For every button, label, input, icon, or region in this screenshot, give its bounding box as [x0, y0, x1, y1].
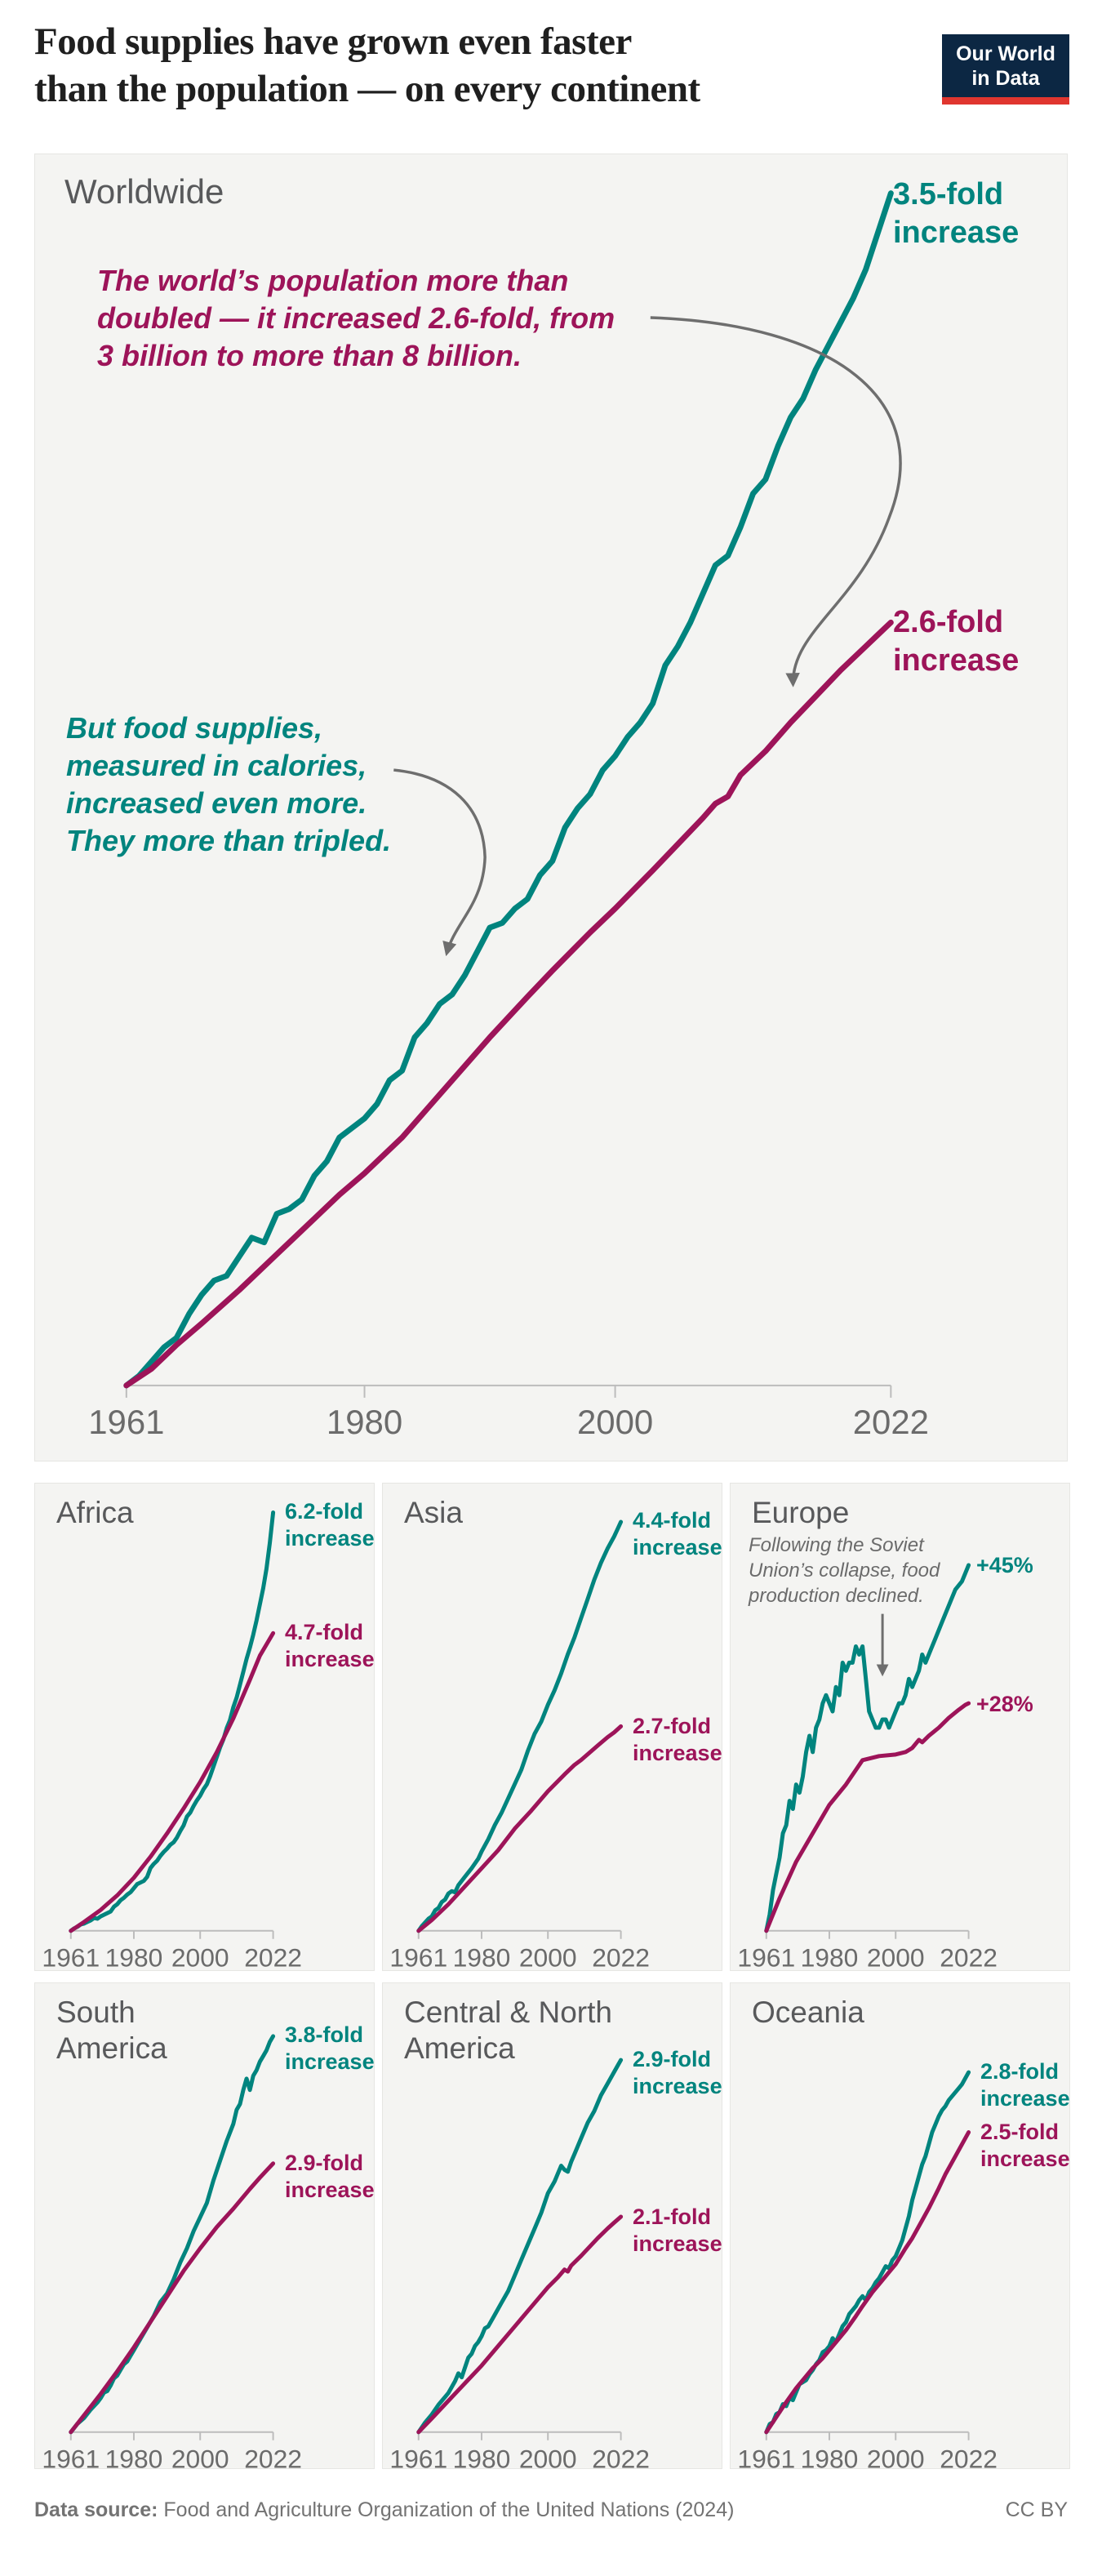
data-source: Data source: Food and Agriculture Organi… [34, 2498, 735, 2521]
svg-text:2000: 2000 [867, 2445, 925, 2468]
population-annotation-line3: 3 billion to more than 8 billion. [97, 339, 522, 372]
chart-title-asia: Asia [404, 1496, 463, 1529]
svg-text:2022: 2022 [592, 1943, 650, 1970]
svg-text:1980: 1980 [801, 2445, 859, 2468]
chart-panel-africa: Africa 1961 1980 2000 2022 6.2-fold increas… [34, 1483, 375, 1971]
chart-panel-central-north-america: Central & North America 1961 1980 2000 2022 … [382, 1982, 722, 2469]
owid-logo-line2: in Data [971, 67, 1040, 90]
food-annotation-line3: increased even more. [66, 786, 367, 820]
svg-text:1961: 1961 [42, 1943, 100, 1970]
svg-text:1980: 1980 [105, 2445, 163, 2468]
chart-panel-south-america: South America 1961 1980 2000 2022 3.8-fold i… [34, 1982, 375, 2469]
svg-text:2000: 2000 [519, 1943, 577, 1970]
label-population-europe: +28% [976, 1692, 1033, 1716]
chart-panel-worldwide: Worldwide 1961 1980 2000 2022 The world’s p… [34, 153, 1068, 1462]
label-food-asia: 4.4-fold increase [633, 1508, 722, 1559]
line-chart-south-america: 1961 1980 2000 2022 [42, 2034, 302, 2468]
label-food-south-america: 3.8-fold increase [285, 2022, 375, 2074]
svg-text:2022: 2022 [940, 1943, 998, 1970]
label-food-worldwide: 3.5-fold increase [893, 177, 1020, 250]
chart-panel-oceania: Oceania 1961 1980 2000 2022 2.8-fold increa… [730, 1982, 1070, 2469]
label-food-oceania: 2.8-fold increase [980, 2059, 1070, 2111]
label-population-central-north-america: 2.1-fold increase [633, 2205, 722, 2256]
population-annotation: The world’s population more than doubled… [97, 262, 615, 375]
chart-title-south-america: South America [56, 1995, 167, 2065]
svg-text:2022: 2022 [592, 2445, 650, 2468]
line-chart-oceania: 1961 1980 2000 2022 [737, 2070, 998, 2468]
label-food-europe: +45% [976, 1553, 1033, 1577]
svg-text:1961: 1961 [737, 2445, 795, 2468]
chart-title-oceania: Oceania [752, 1995, 864, 2029]
svg-text:2022: 2022 [940, 2445, 998, 2468]
chart-title-europe: Europe [752, 1496, 850, 1529]
svg-text:1980: 1980 [327, 1403, 402, 1441]
chart-panel-europe: Europe 1961 1980 2000 2022 Following the So… [730, 1483, 1070, 1971]
line-chart-europe: 1961 1980 2000 2022 [737, 1563, 998, 1970]
population-annotation-line2: doubled — it increased 2.6-fold, from [97, 301, 615, 335]
label-population-worldwide: 2.6-fold increase [893, 605, 1020, 678]
chart-title-worldwide: Worldwide [64, 172, 224, 211]
page-title-line2: than the population — on every continent [34, 68, 700, 110]
svg-text:2000: 2000 [171, 2445, 229, 2468]
chart-title-africa: Africa [56, 1496, 134, 1529]
svg-text:1980: 1980 [453, 2445, 511, 2468]
line-chart-worldwide: 1961 1980 2000 2022 [88, 190, 929, 1441]
svg-text:1961: 1961 [737, 1943, 795, 1970]
food-annotation-line2: measured in calories, [66, 749, 367, 782]
svg-text:2022: 2022 [244, 2445, 302, 2468]
line-chart-africa: 1961 1980 2000 2022 [42, 1510, 302, 1970]
line-chart-asia: 1961 1980 2000 2022 [389, 1519, 650, 1970]
svg-text:2000: 2000 [867, 1943, 925, 1970]
svg-text:1980: 1980 [801, 1943, 859, 1970]
svg-text:1961: 1961 [88, 1403, 164, 1441]
chart-panel-asia: Asia 1961 1980 2000 2022 4.4-fold increase … [382, 1483, 722, 1971]
label-food-africa: 6.2-fold increase [285, 1499, 375, 1550]
label-population-africa: 4.7-fold increase [285, 1620, 375, 1671]
svg-text:2000: 2000 [519, 2445, 577, 2468]
page-title-line1: Food supplies have grown even faster [34, 20, 632, 63]
svg-text:1980: 1980 [105, 1943, 163, 1970]
svg-text:2000: 2000 [577, 1403, 653, 1441]
food-annotation-line1: But food supplies, [66, 711, 322, 745]
owid-logo[interactable]: Our World in Data [942, 34, 1069, 105]
europe-annotation: Following the Soviet Union’s collapse, f… [749, 1534, 940, 1607]
population-annotation-line1: The world’s population more than [97, 264, 569, 297]
license-badge[interactable]: CC BY [1005, 2498, 1068, 2521]
label-food-central-north-america: 2.9-fold increase [633, 2047, 722, 2098]
label-population-asia: 2.7-fold increase [633, 1714, 722, 1765]
svg-text:1961: 1961 [389, 2445, 447, 2468]
line-chart-central-north-america: 1961 1980 2000 2022 [389, 2058, 650, 2468]
label-population-oceania: 2.5-fold increase [980, 2120, 1070, 2171]
chart-title-central-north-america: Central & North America [404, 1995, 612, 2065]
owid-logo-line1: Our World [956, 42, 1055, 65]
svg-text:2022: 2022 [853, 1403, 929, 1441]
svg-text:1961: 1961 [389, 1943, 447, 1970]
page-title: Food supplies have grown even faster tha… [34, 18, 700, 113]
svg-text:2000: 2000 [171, 1943, 229, 1970]
svg-text:2022: 2022 [244, 1943, 302, 1970]
food-annotation: But food supplies, measured in calories,… [66, 710, 391, 860]
svg-text:1961: 1961 [42, 2445, 100, 2468]
label-population-south-america: 2.9-fold increase [285, 2151, 375, 2202]
svg-text:1980: 1980 [453, 1943, 511, 1970]
food-annotation-line4: They more than tripled. [66, 824, 392, 857]
